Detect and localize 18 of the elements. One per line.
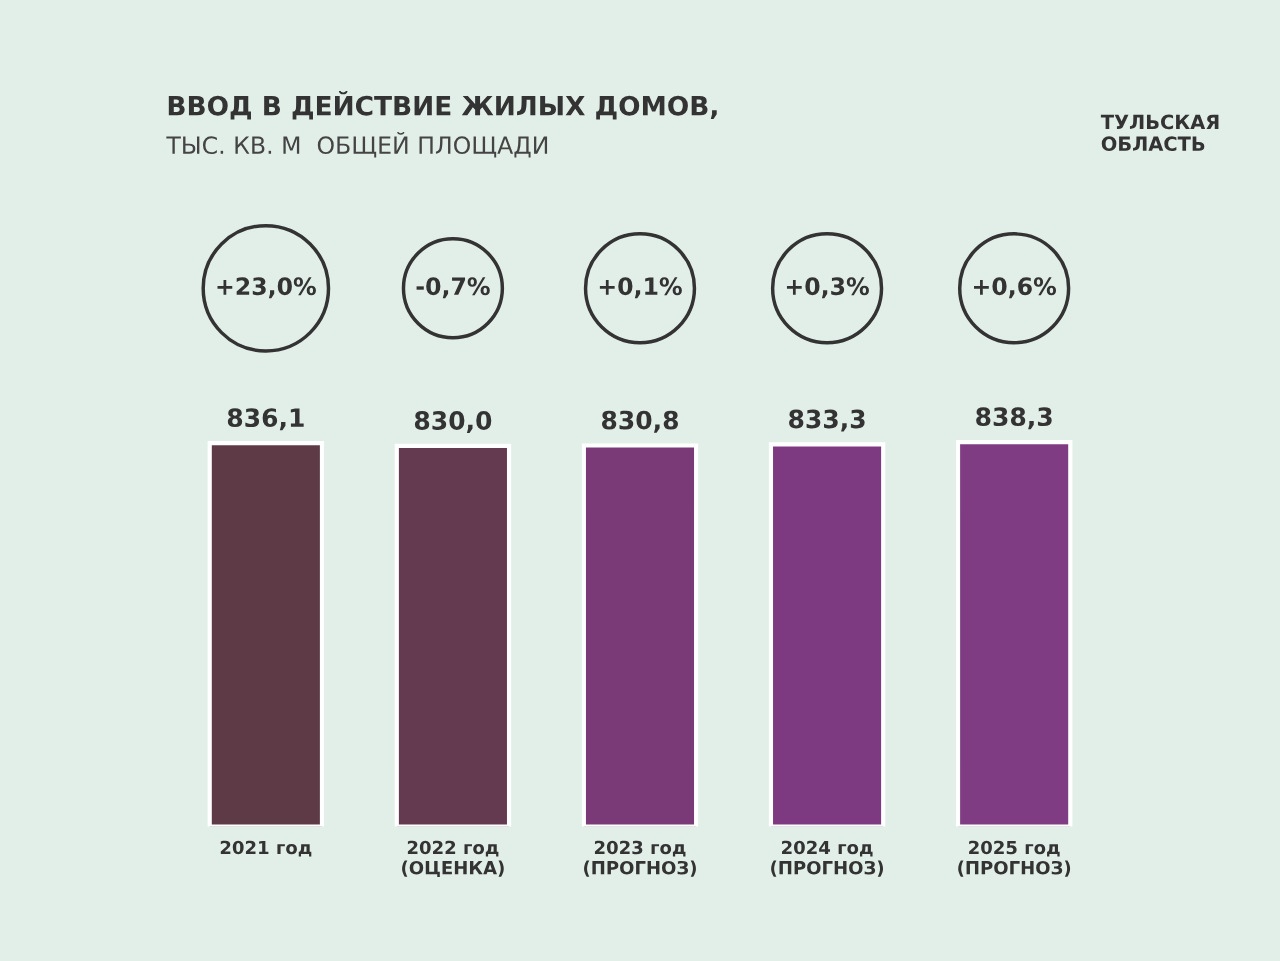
data-label: 830,8 [601, 410, 678, 433]
data-label: 833,3 [789, 409, 865, 432]
x-tick-label: 2022 год (ОЦЕНКА) [402, 840, 504, 878]
text: +23,0% [217, 277, 316, 299]
x-tick-label: 2024 год (ПРОГНОЗ) [771, 840, 884, 877]
x-tick-label: 2025 год (ПРОГНОЗ) [958, 840, 1071, 877]
text: -0,7% [416, 277, 490, 299]
data-label: 836,1 [227, 408, 304, 431]
text: +0,6% [974, 277, 1057, 299]
x-tick-label: 2023 год (ПРОГНОЗ) [584, 840, 696, 877]
chart-subtitle: ТЫС. КВ. М ОБЩЕЙ ПЛОЩАДИ [166, 131, 548, 158]
text: +0,3% [786, 277, 869, 299]
text: ТУЛЬСКАЯ ОБЛАСТЬ [1100, 114, 1219, 152]
data-label: 830,0 [414, 411, 492, 434]
data-label: 838,3 [976, 407, 1052, 430]
text: +0,1% [599, 277, 682, 299]
x-tick-label: 2021 год [220, 840, 312, 857]
chart-title: ВВОД В ДЕЙСТВИЕ ЖИЛЫХ ДОМОВ, [168, 90, 717, 120]
